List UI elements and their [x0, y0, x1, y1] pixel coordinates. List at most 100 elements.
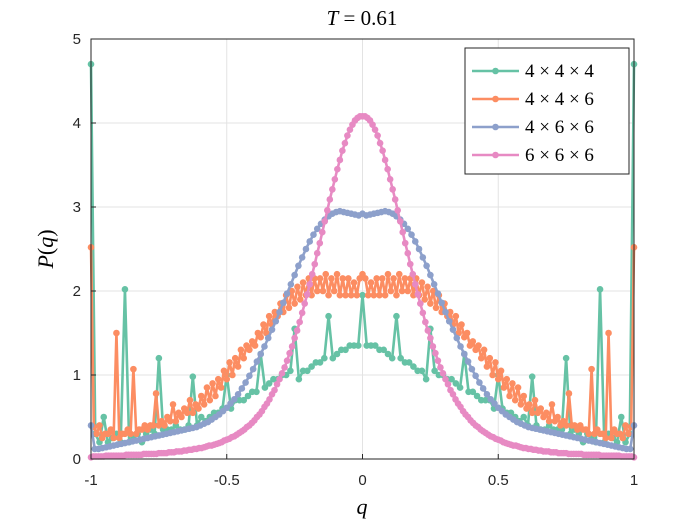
data-point	[308, 270, 316, 278]
data-point	[200, 401, 208, 408]
data-point	[364, 291, 372, 299]
data-point	[431, 367, 438, 375]
data-point	[296, 318, 303, 326]
data-point	[429, 343, 437, 350]
data-point	[394, 207, 401, 214]
data-point	[419, 309, 427, 317]
data-point	[268, 326, 276, 333]
legend-entries: 4 × 4 × 4 4 × 4 × 6 4 × 6 × 6 6 × 6 × 6	[472, 61, 594, 166]
data-point	[96, 422, 103, 429]
data-point	[257, 333, 264, 341]
data-point	[121, 286, 129, 293]
data-point	[437, 364, 444, 371]
data-point	[379, 147, 386, 155]
data-point	[449, 391, 457, 398]
data-point	[432, 304, 440, 312]
data-point	[388, 354, 396, 362]
data-point	[152, 390, 160, 397]
data-point	[195, 405, 202, 412]
data-point	[421, 296, 429, 303]
legend-entry: 4 × 4 × 6	[472, 89, 594, 110]
data-point	[203, 384, 211, 391]
data-point	[432, 349, 439, 357]
data-point	[345, 275, 352, 282]
series-4-6-6	[87, 207, 638, 453]
data-point	[261, 384, 269, 391]
y-tick-label: 3	[73, 199, 81, 216]
data-point	[562, 422, 570, 429]
data-point	[302, 245, 310, 253]
data-point	[229, 371, 236, 379]
legend-entry: 4 × 6 × 6	[472, 117, 594, 138]
data-point	[452, 312, 460, 320]
data-point	[469, 338, 477, 345]
data-point	[283, 290, 291, 297]
data-point	[333, 350, 341, 358]
data-point	[331, 175, 339, 183]
data-point	[500, 384, 508, 391]
data-point	[528, 409, 536, 417]
data-point	[371, 126, 379, 134]
data-point	[313, 287, 321, 295]
data-point	[389, 186, 396, 193]
data-point	[353, 291, 361, 299]
data-point	[339, 147, 346, 155]
data-point	[398, 287, 406, 295]
data-point	[602, 434, 610, 442]
tick-marks	[90, 38, 635, 460]
data-point	[326, 196, 334, 203]
data-point	[155, 354, 163, 362]
data-point	[234, 391, 242, 398]
data-point	[169, 401, 177, 408]
data-point	[253, 388, 260, 396]
data-point	[189, 373, 197, 380]
data-point	[223, 375, 231, 383]
data-point	[399, 228, 407, 236]
data-point	[110, 434, 117, 442]
data-point	[401, 275, 409, 282]
data-point	[405, 359, 413, 366]
data-point	[476, 379, 483, 386]
data-point	[287, 367, 294, 375]
data-point	[113, 329, 120, 337]
data-point	[281, 364, 288, 371]
data-point	[397, 354, 404, 362]
data-point	[483, 363, 491, 370]
data-point	[325, 312, 332, 320]
data-point	[404, 225, 412, 233]
data-point	[321, 354, 328, 362]
data-point	[417, 300, 424, 307]
data-point	[622, 422, 629, 429]
data-point	[354, 342, 362, 349]
data-point	[446, 308, 454, 316]
data-point	[220, 367, 228, 375]
data-point	[166, 417, 174, 425]
data-point	[619, 434, 626, 442]
data-point	[308, 363, 315, 370]
legend-swatch-marker	[492, 123, 499, 131]
data-point	[448, 375, 455, 383]
data-point	[483, 391, 491, 398]
data-point	[427, 271, 434, 279]
data-point	[100, 413, 108, 421]
data-point	[344, 132, 351, 139]
data-point	[240, 396, 248, 404]
data-point	[231, 354, 239, 362]
data-point	[304, 367, 311, 375]
data-point	[414, 291, 422, 298]
data-point	[393, 312, 400, 320]
data-point	[543, 409, 550, 417]
data-point	[273, 380, 281, 388]
data-point	[369, 121, 376, 128]
data-point	[278, 370, 286, 377]
data-point	[489, 371, 496, 379]
data-point	[325, 291, 332, 299]
data-point	[453, 334, 461, 342]
data-point	[434, 357, 442, 365]
data-point	[411, 280, 419, 288]
data-point	[226, 359, 233, 366]
data-point	[422, 318, 429, 326]
data-point	[339, 275, 347, 282]
data-point	[494, 375, 502, 383]
